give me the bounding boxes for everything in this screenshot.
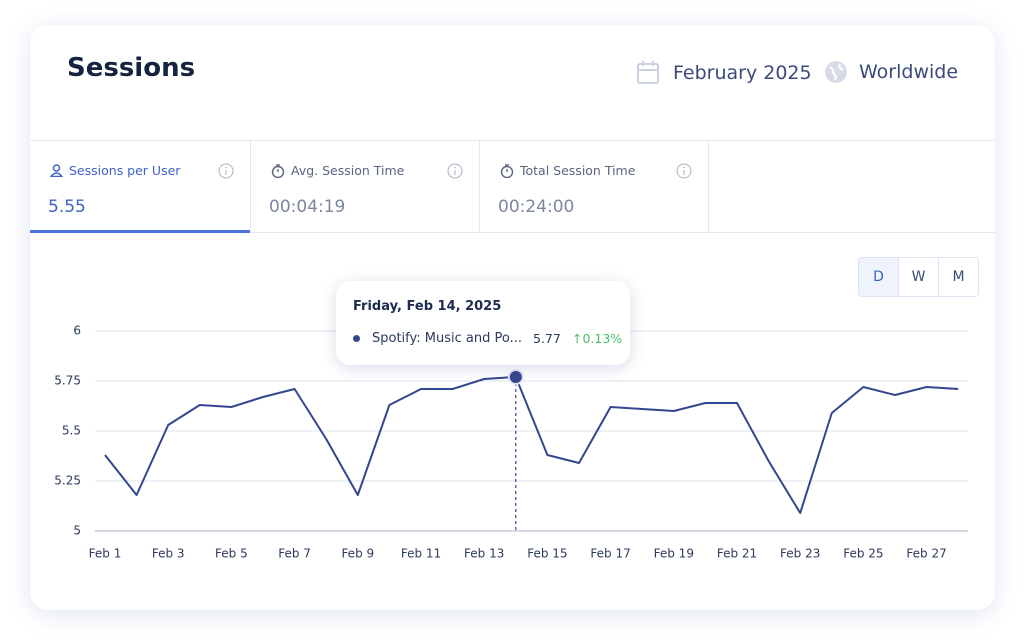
y-tick-label: 5.5 xyxy=(62,424,81,438)
metric-name: Total Session Time xyxy=(520,163,636,178)
y-tick-label: 5 xyxy=(73,524,81,538)
x-tick-label: Feb 23 xyxy=(780,547,820,561)
metric-tab[interactable]: Total Session Time 00:24:00 xyxy=(480,141,709,232)
info-icon[interactable] xyxy=(218,163,234,179)
tooltip: Friday, Feb 14, 2025 Spotify: Music and … xyxy=(336,281,630,365)
y-tick-label: 6 xyxy=(73,324,81,338)
x-tick-label: Feb 19 xyxy=(654,547,694,561)
x-tick-label: Feb 21 xyxy=(717,547,757,561)
y-tick-label: 5.75 xyxy=(54,374,81,388)
x-tick-label: Feb 5 xyxy=(215,547,248,561)
user-icon xyxy=(50,164,63,177)
info-icon[interactable] xyxy=(676,163,692,179)
toggle-button[interactable]: W xyxy=(899,258,939,296)
x-tick-label: Feb 1 xyxy=(89,547,122,561)
metric-tabs: Sessions per User 5.55 Avg. Session Time… xyxy=(30,140,995,233)
timer-icon xyxy=(271,163,285,178)
x-tick-label: Feb 13 xyxy=(464,547,504,561)
card: Sessions February 2025 Worldwide Session… xyxy=(30,25,995,610)
region-picker[interactable]: Worldwide xyxy=(823,59,958,85)
title: Sessions xyxy=(67,53,196,83)
calendar-icon xyxy=(637,61,659,84)
metric-tab[interactable]: Avg. Session Time 00:04:19 xyxy=(251,141,480,232)
metric-name: Sessions per User xyxy=(69,163,181,178)
tooltip-dot xyxy=(353,335,360,342)
timer-icon xyxy=(500,163,514,178)
metric-label: Avg. Session Time xyxy=(271,163,404,178)
globe-icon xyxy=(825,61,847,83)
x-tick-label: Feb 9 xyxy=(341,547,374,561)
metric-label: Total Session Time xyxy=(500,163,635,178)
region-label: Worldwide xyxy=(859,61,959,83)
tooltip-title: Friday, Feb 14, 2025 xyxy=(353,299,502,314)
toggle-button[interactable]: D xyxy=(859,258,899,296)
date-label: February 2025 xyxy=(673,62,812,84)
tooltip-row: Spotify: Music and Po... xyxy=(353,331,522,346)
hover-point xyxy=(507,369,524,385)
x-tick-label: Feb 25 xyxy=(843,547,883,561)
metric-value: 5.55 xyxy=(48,197,86,217)
metric-tab[interactable]: Sessions per User 5.55 xyxy=(30,141,251,233)
tooltip-value: 5.77 xyxy=(533,331,561,346)
tooltip-change: ↑0.13% xyxy=(572,331,623,346)
x-tick-label: Feb 11 xyxy=(401,547,441,561)
metric-label: Sessions per User xyxy=(50,163,180,178)
tooltip-series: Spotify: Music and Po... xyxy=(372,331,522,346)
metric-value: 00:04:19 xyxy=(269,197,346,217)
x-tick-label: Feb 27 xyxy=(906,547,946,561)
series-line xyxy=(104,376,959,514)
x-tick-label: Feb 3 xyxy=(152,547,185,561)
info-icon[interactable] xyxy=(447,163,463,179)
x-tick-label: Feb 7 xyxy=(278,547,311,561)
x-tick-label: Feb 17 xyxy=(590,547,630,561)
x-tick-label: Feb 15 xyxy=(527,547,567,561)
y-tick-label: 5.25 xyxy=(54,474,81,488)
date-picker[interactable]: February 2025 xyxy=(635,59,812,87)
metric-name: Avg. Session Time xyxy=(291,163,405,178)
period-toggle: D W M xyxy=(858,257,979,297)
metric-value: 00:24:00 xyxy=(498,197,575,217)
toggle-button[interactable]: M xyxy=(952,269,965,285)
